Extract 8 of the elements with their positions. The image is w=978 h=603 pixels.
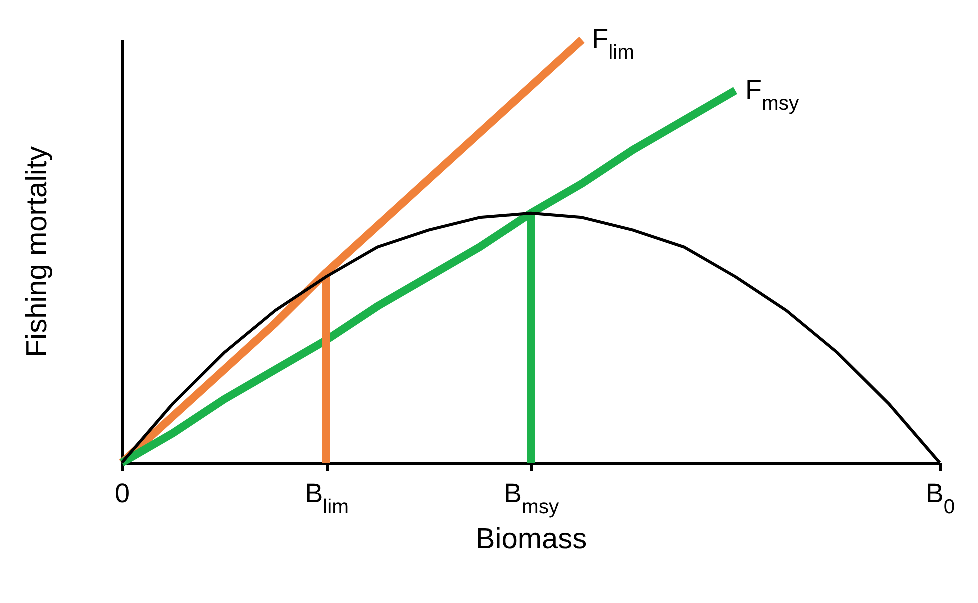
series-label: F$_{msy}$ [746, 74, 800, 115]
x-tick-label: 0 [114, 478, 130, 508]
y-axis-title: Fishing mortality [22, 146, 54, 358]
x-tick-label: B$_{0}$ [926, 478, 956, 518]
x-axis-title: Biomass [476, 524, 588, 556]
series-label: F$_{lim}$ [592, 24, 634, 64]
x-tick-label: B$_{msy}$ [504, 478, 560, 518]
x-tick-label: B$_{lim}$ [305, 478, 349, 518]
